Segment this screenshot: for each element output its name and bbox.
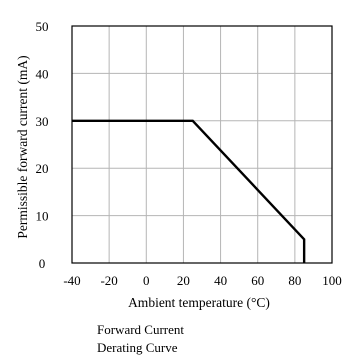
y-tick-labels: 0 10 20 30 40 50 [36, 19, 49, 271]
x-tick-label: 0 [143, 273, 150, 288]
y-tick-label: 50 [36, 19, 49, 34]
y-tick-label: 40 [36, 66, 49, 81]
x-tick-label: 60 [251, 273, 264, 288]
y-tick-label: 10 [36, 209, 49, 224]
x-tick-label: 100 [322, 273, 342, 288]
caption-line-1: Forward Current [97, 322, 184, 337]
y-axis-label: Permissible forward current (mA) [15, 55, 30, 238]
y-tick-label: 0 [39, 256, 46, 271]
caption-line-2: Derating Curve [97, 340, 178, 355]
series [72, 119, 306, 263]
x-tick-label: -20 [100, 273, 117, 288]
grid [72, 26, 332, 263]
x-tick-label: 40 [214, 273, 227, 288]
x-axis-label: Ambient temperature (°C) [128, 295, 270, 310]
x-tick-label: -40 [63, 273, 80, 288]
plot-border [71, 25, 333, 264]
y-tick-label: 20 [36, 161, 49, 176]
derating-curve-line [72, 119, 306, 263]
x-tick-label: 80 [288, 273, 301, 288]
x-tick-labels: -40 -20 0 20 40 60 80 100 [63, 273, 341, 288]
y-tick-label: 30 [36, 114, 49, 129]
plot-frame [71, 25, 333, 264]
x-tick-label: 20 [177, 273, 190, 288]
